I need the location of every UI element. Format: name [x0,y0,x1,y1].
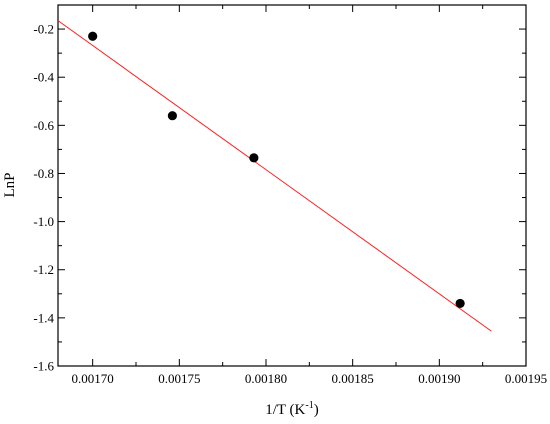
y-tick-label: -0.6 [33,118,54,133]
x-tick-label: 0.00185 [332,371,374,386]
y-tick-label: -0.4 [33,70,54,85]
data-point [88,31,98,41]
x-tick-label: 0.00195 [505,371,547,386]
fit-line-layer [57,20,492,332]
x-tick-label: 0.00180 [245,371,287,386]
y-tick-label: -0.8 [33,166,54,181]
data-point [249,153,259,163]
y-tick-label: -1.0 [33,214,54,229]
y-tick-label: -0.2 [33,22,54,37]
data-point [455,298,465,309]
data-point [167,111,177,121]
x-axis-title: 1/T (K-1) [265,400,318,418]
y-tick-label: -1.6 [33,359,54,374]
data-point-layer [88,31,465,309]
x-axis-ticks: 0.00170 0.00175 0.00180 0.00185 0.00190 0.001… [72,5,547,386]
x-tick-label: 0.00175 [158,371,200,386]
x-tick-label: 0.00190 [418,371,460,386]
y-tick-label: -1.2 [33,262,54,277]
y-axis-title: LnP [2,172,18,197]
x-tick-label: 0.00170 [72,371,114,386]
linear-fit-line [57,20,492,332]
y-axis-ticks: -0.2 -0.4 -0.6 -0.8 -1.0 -1.2 -1.4 -1.6 [33,4,526,374]
y-tick-label: -1.4 [33,310,54,325]
plot-frame [57,4,527,367]
